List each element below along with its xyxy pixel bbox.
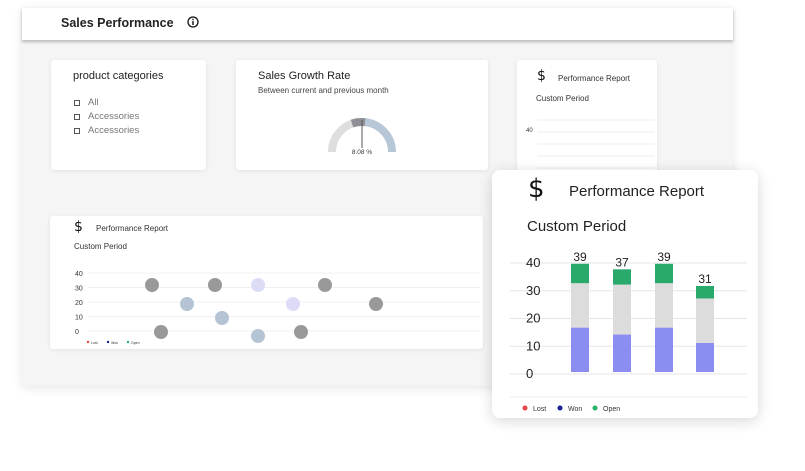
legend-marker (126, 340, 130, 344)
scatter-chart: 40 30 20 10 0 Lost Won Open (75, 271, 480, 345)
checkbox[interactable] (74, 113, 80, 120)
checkbox[interactable] (74, 127, 80, 134)
gauge-value: 8.08 % (352, 149, 372, 156)
top-bar: Sales Performance (22, 8, 733, 40)
y-tick-label: 30 (526, 283, 540, 298)
bar-segment-won (571, 327, 589, 372)
scatter-point (251, 329, 265, 343)
gauge-track-right (361, 118, 396, 153)
scatter-point (294, 325, 308, 339)
info-icon[interactable] (187, 16, 199, 28)
y-tick-label: 20 (75, 300, 83, 307)
dollar-icon: $ (74, 219, 83, 235)
y-tick-label: 20 (526, 311, 540, 326)
y-tick-label: 0 (75, 329, 79, 336)
bar-segment-won (613, 334, 631, 372)
growth-subtitle: Between current and previous month (258, 86, 389, 95)
scatter-point (286, 297, 300, 311)
product-categories-card: product categories All Accessories Acces… (51, 60, 206, 170)
legend-marker (86, 340, 90, 344)
bar-segment-gray (571, 283, 589, 328)
legend-label: Won (111, 341, 118, 345)
tick-label: 40 (526, 128, 533, 134)
page-title: Sales Performance (61, 16, 174, 30)
scatter-report-subtitle: Custom Period (74, 242, 127, 251)
scatter-point (251, 278, 265, 292)
y-tick-label: 10 (75, 315, 83, 322)
scatter-report-card: $ Performance Report Custom Period 40 30 2… (50, 216, 483, 349)
bar-total-label: 39 (573, 250, 587, 264)
gauge-value-arc (350, 117, 366, 128)
scatter-point (145, 278, 159, 292)
growth-gauge: 8.08 % (328, 117, 396, 156)
small-report-subtitle: Custom Period (536, 94, 589, 103)
sales-growth-card: Sales Growth Rate Between current and pr… (236, 60, 488, 170)
dollar-icon: $ (528, 174, 545, 204)
legend-marker (592, 405, 598, 411)
categories-title: product categories (73, 70, 164, 82)
small-report-title: Performance Report (558, 74, 631, 83)
bar-segment-open (571, 263, 589, 284)
bar-segment-won (655, 327, 673, 372)
legend-label: Lost (533, 406, 546, 413)
growth-title: Sales Growth Rate (258, 70, 351, 82)
bar-total-label: 39 (657, 250, 671, 264)
scatter-point (154, 325, 168, 339)
bar-segment-gray (613, 284, 631, 335)
gauge-track-left (328, 118, 363, 153)
bar-segment-open (696, 285, 714, 299)
popout-report-subtitle: Custom Period (527, 218, 627, 235)
category-label: Accessories (88, 111, 140, 122)
category-label: All (88, 97, 99, 108)
category-option-all[interactable]: All (74, 97, 99, 108)
scatter-point (215, 311, 229, 325)
category-label: Accessories (88, 125, 140, 136)
scatter-point (208, 278, 222, 292)
scatter-point (369, 297, 383, 311)
legend-marker (106, 340, 110, 344)
y-tick-label: 30 (75, 286, 83, 293)
scatter-report-title: Performance Report (96, 224, 169, 233)
y-tick-label: 40 (75, 271, 83, 278)
category-option-accessories[interactable]: Accessories (74, 111, 139, 122)
category-option-accessories-2[interactable]: Accessories (74, 125, 139, 136)
legend-label: Open (603, 406, 620, 413)
small-report-card: $ Performance Report Custom Period 40 30 (517, 60, 657, 190)
scatter-point (180, 297, 194, 311)
bar-total-label: 37 (615, 255, 629, 269)
y-tick-label: 0 (526, 366, 533, 381)
bar-segment-won (696, 342, 714, 372)
bar-segment-gray (655, 283, 673, 328)
dollar-icon: $ (537, 68, 546, 84)
legend-marker (557, 405, 563, 411)
bar-chart: 40 30 20 10 0 39 37 39 31 Lost Won Open (510, 250, 747, 413)
y-tick-label: 10 (526, 338, 540, 353)
bar-segment-gray (696, 298, 714, 343)
popout-report-title: Performance Report (569, 183, 705, 200)
legend-label: Open (131, 341, 140, 345)
checkbox[interactable] (74, 99, 80, 106)
bar-total-label: 31 (698, 272, 712, 286)
legend-label: Won (568, 406, 582, 413)
y-tick-label: 40 (526, 255, 540, 270)
legend-label: Lost (91, 341, 98, 345)
bar-segment-open (655, 263, 673, 284)
bar-segment-open (613, 269, 631, 285)
popout-report-card: $ Performance Report Custom Period 40 30 2… (492, 170, 758, 418)
legend-marker (522, 405, 528, 411)
scatter-point (318, 278, 332, 292)
